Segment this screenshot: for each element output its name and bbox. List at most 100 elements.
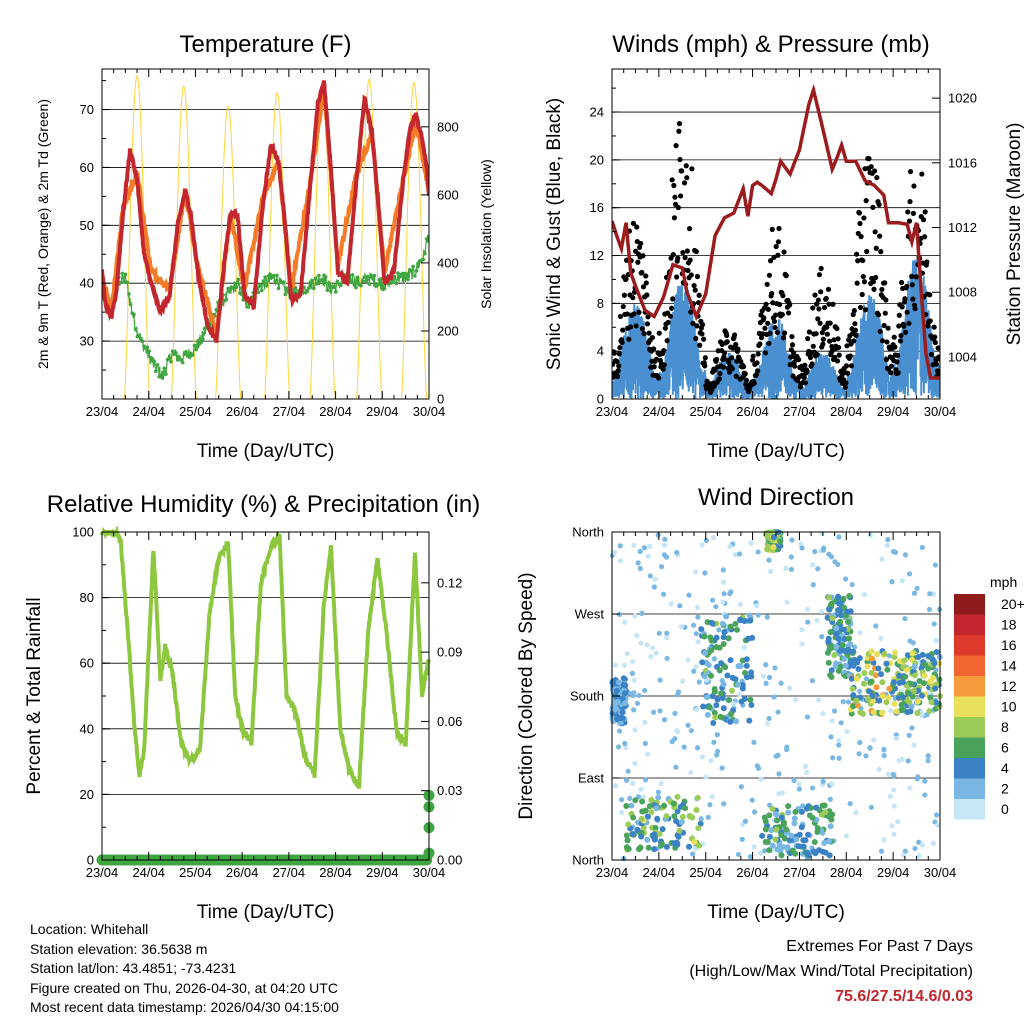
direction-point xyxy=(785,809,792,816)
dewpoint-marker xyxy=(224,297,229,302)
gust-point xyxy=(617,313,624,320)
gust-point xyxy=(671,182,677,189)
direction-point xyxy=(661,552,667,558)
solar-insolation-day xyxy=(264,91,291,399)
direction-point xyxy=(835,600,842,607)
direction-point xyxy=(788,832,795,839)
y2-tick-label: 800 xyxy=(437,119,459,134)
x-tick-label: 27/04 xyxy=(273,404,306,419)
gust-point xyxy=(699,331,705,337)
station-info: Location: Whitehall Station elevation: 3… xyxy=(30,920,339,1018)
direction-point xyxy=(905,758,911,764)
direction-point xyxy=(820,711,826,717)
legend-label: 20+ xyxy=(1001,596,1024,612)
gust-point xyxy=(772,324,778,331)
direction-point xyxy=(623,777,630,783)
gust-point xyxy=(683,163,689,169)
direction-point xyxy=(800,837,807,844)
legend-swatch xyxy=(954,614,985,635)
gust-point xyxy=(824,331,830,337)
direction-point xyxy=(878,671,885,678)
gust-point xyxy=(765,320,771,326)
direction-point xyxy=(747,696,754,703)
dewpoint-marker xyxy=(127,292,131,296)
gust-point xyxy=(843,380,849,386)
gust-point xyxy=(634,224,640,230)
direction-point xyxy=(835,636,842,643)
gust-point xyxy=(640,253,646,259)
direction-point xyxy=(761,814,768,821)
direction-point xyxy=(612,706,619,713)
direction-point xyxy=(718,660,725,667)
dewpoint-marker xyxy=(167,356,172,361)
gust-point xyxy=(817,320,823,326)
direction-point xyxy=(855,666,862,673)
direction-point xyxy=(920,680,927,687)
direction-point xyxy=(845,635,852,642)
gust-point xyxy=(876,202,882,208)
direction-point xyxy=(657,708,663,714)
direction-point xyxy=(701,673,708,680)
y-tick-label: 0 xyxy=(597,392,604,407)
gust-point xyxy=(864,248,870,255)
dewpoint-marker xyxy=(118,280,123,285)
gust-point xyxy=(699,322,706,328)
direction-point xyxy=(900,852,907,858)
gust-point xyxy=(820,336,827,342)
gust-point xyxy=(819,330,825,336)
gust-point xyxy=(848,363,855,369)
gust-point xyxy=(832,354,838,360)
direction-point xyxy=(922,661,929,668)
gust-point xyxy=(792,363,798,369)
direction-point xyxy=(700,703,707,710)
direction-point xyxy=(692,569,699,575)
dewpoint-marker xyxy=(275,273,279,278)
direction-point xyxy=(931,621,937,627)
gust-point xyxy=(614,358,620,365)
direction-point xyxy=(694,794,701,801)
gust-point xyxy=(676,128,682,134)
direction-point xyxy=(693,631,699,637)
x-tick-label: 30/04 xyxy=(924,865,957,880)
direction-point xyxy=(824,649,831,656)
dewpoint-marker xyxy=(196,344,200,349)
gust-point xyxy=(895,352,901,358)
dewpoint-marker xyxy=(231,285,235,290)
direction-point xyxy=(821,545,827,551)
gust-point xyxy=(821,304,828,311)
direction-point xyxy=(885,694,892,701)
gust-point xyxy=(773,312,779,318)
dewpoint-marker xyxy=(133,327,138,332)
direction-point xyxy=(709,693,716,700)
direction-point xyxy=(857,688,863,695)
direction-point xyxy=(708,647,715,654)
y2-tick-label: 0.06 xyxy=(437,714,462,729)
legend-label: 18 xyxy=(1001,617,1017,633)
dewpoint-marker xyxy=(184,349,188,354)
gust-point xyxy=(767,330,773,336)
direction-point xyxy=(931,660,938,667)
y-tick-label: 40 xyxy=(80,721,94,736)
x-tick-label: 30/04 xyxy=(413,865,446,880)
gust-point xyxy=(670,296,676,302)
x-tick-label: 30/04 xyxy=(924,404,957,419)
y-tick-label: 8 xyxy=(597,296,604,311)
gust-point xyxy=(877,233,883,239)
gust-point xyxy=(643,273,649,279)
direction-point xyxy=(856,655,863,662)
x-tick-label: 27/04 xyxy=(783,865,816,880)
direction-point xyxy=(819,608,825,614)
direction-point xyxy=(703,537,710,543)
direction-point xyxy=(620,675,627,682)
y2-tick-label: 600 xyxy=(437,187,459,202)
direction-point xyxy=(867,532,874,538)
gust-point xyxy=(644,292,650,298)
gust-point xyxy=(931,324,937,330)
direction-point xyxy=(845,619,852,626)
direction-point xyxy=(711,739,717,745)
gust-point xyxy=(686,226,693,232)
direction-point xyxy=(783,826,790,833)
direction-point xyxy=(697,820,704,827)
x-tick-label: 26/04 xyxy=(226,865,259,880)
y2-tick-label: 0.03 xyxy=(437,783,462,798)
